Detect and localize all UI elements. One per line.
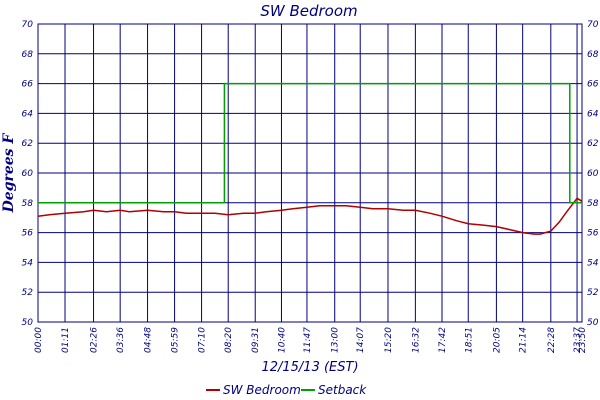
y-tick-label-right: 52 — [587, 288, 599, 298]
y-tick-labels: 50 50 52 52 54 54 56 56 58 58 60 60 62 62 64 64 66 66 68 68… — [22, 20, 599, 328]
x-tick-label: 22:28 — [547, 327, 557, 353]
series-line-setback — [38, 82, 582, 204]
legend-label: SW Bedroom — [223, 383, 301, 397]
y-tick-label-left: 56 — [22, 229, 34, 239]
y-tick-label-right: 50 — [587, 318, 599, 328]
y-tick-label-left: 60 — [22, 169, 34, 179]
y-tick-label-right: 70 — [587, 20, 599, 30]
x-tick-label: 10:40 — [277, 327, 287, 353]
y-tick-label-right: 56 — [587, 229, 599, 239]
x-tick-label: 18:51 — [464, 327, 474, 353]
x-tick-label: 08:20 — [224, 327, 234, 353]
x-tick-label: 14:07 — [356, 327, 366, 353]
x-tick-label: 07:10 — [198, 327, 208, 353]
y-tick-label-left: 50 — [22, 318, 34, 328]
x-tick-label: 20:05 — [492, 327, 502, 353]
y-tick-label-right: 64 — [587, 109, 599, 119]
y-tick-label-right: 68 — [587, 50, 599, 60]
y-tick-label-left: 52 — [22, 288, 34, 298]
x-tick-label: 15:20 — [384, 327, 394, 353]
chart-title: SW Bedroom — [260, 2, 357, 20]
y-tick-label-left: 70 — [22, 20, 34, 30]
legend: SW Bedroom Setback — [206, 383, 367, 397]
y-tick-label-right: 54 — [587, 258, 599, 268]
y-tick-label-right: 62 — [587, 139, 599, 149]
grid — [37, 23, 583, 323]
y-tick-label-right: 58 — [587, 199, 599, 209]
x-tick-label: 04:48 — [144, 327, 154, 353]
x-tick-label: 23:50 — [578, 327, 588, 353]
series-lines — [37, 82, 583, 235]
x-tick-label: 16:32 — [411, 327, 421, 353]
y-tick-label-left: 62 — [22, 139, 34, 149]
x-tick-label: 13:00 — [331, 327, 341, 353]
y-tick-label-left: 66 — [22, 80, 34, 90]
x-tick-label: 21:14 — [519, 327, 529, 353]
y-tick-label-left: 68 — [22, 50, 34, 60]
y-tick-label-right: 60 — [587, 169, 599, 179]
y-axis-label: Degrees F — [1, 133, 17, 214]
x-axis-label: 12/15/13 (EST) — [261, 360, 358, 375]
x-tick-label: 01:11 — [61, 327, 71, 353]
x-tick-label: 03:36 — [116, 327, 126, 353]
y-tick-label-left: 64 — [22, 109, 34, 119]
x-tick-labels: 00:00 01:11 02:26 03:36 04:48 05:59 07:10 08:20… — [34, 327, 588, 353]
x-tick-label: 00:00 — [34, 327, 44, 353]
x-tick-label: 11:47 — [303, 327, 313, 353]
y-tick-label-left: 58 — [22, 199, 34, 209]
x-tick-label: 17:42 — [438, 327, 448, 353]
x-tick-label: 02:26 — [90, 327, 100, 353]
series-line-sw-bedroom — [37, 197, 583, 235]
legend-label: Setback — [318, 383, 367, 397]
y-tick-label-left: 54 — [22, 258, 34, 268]
x-tick-label: 23:37 — [573, 327, 583, 353]
y-tick-label-right: 66 — [587, 80, 599, 90]
x-tick-label: 05:59 — [171, 327, 181, 353]
x-tick-label: 09:31 — [251, 327, 261, 353]
